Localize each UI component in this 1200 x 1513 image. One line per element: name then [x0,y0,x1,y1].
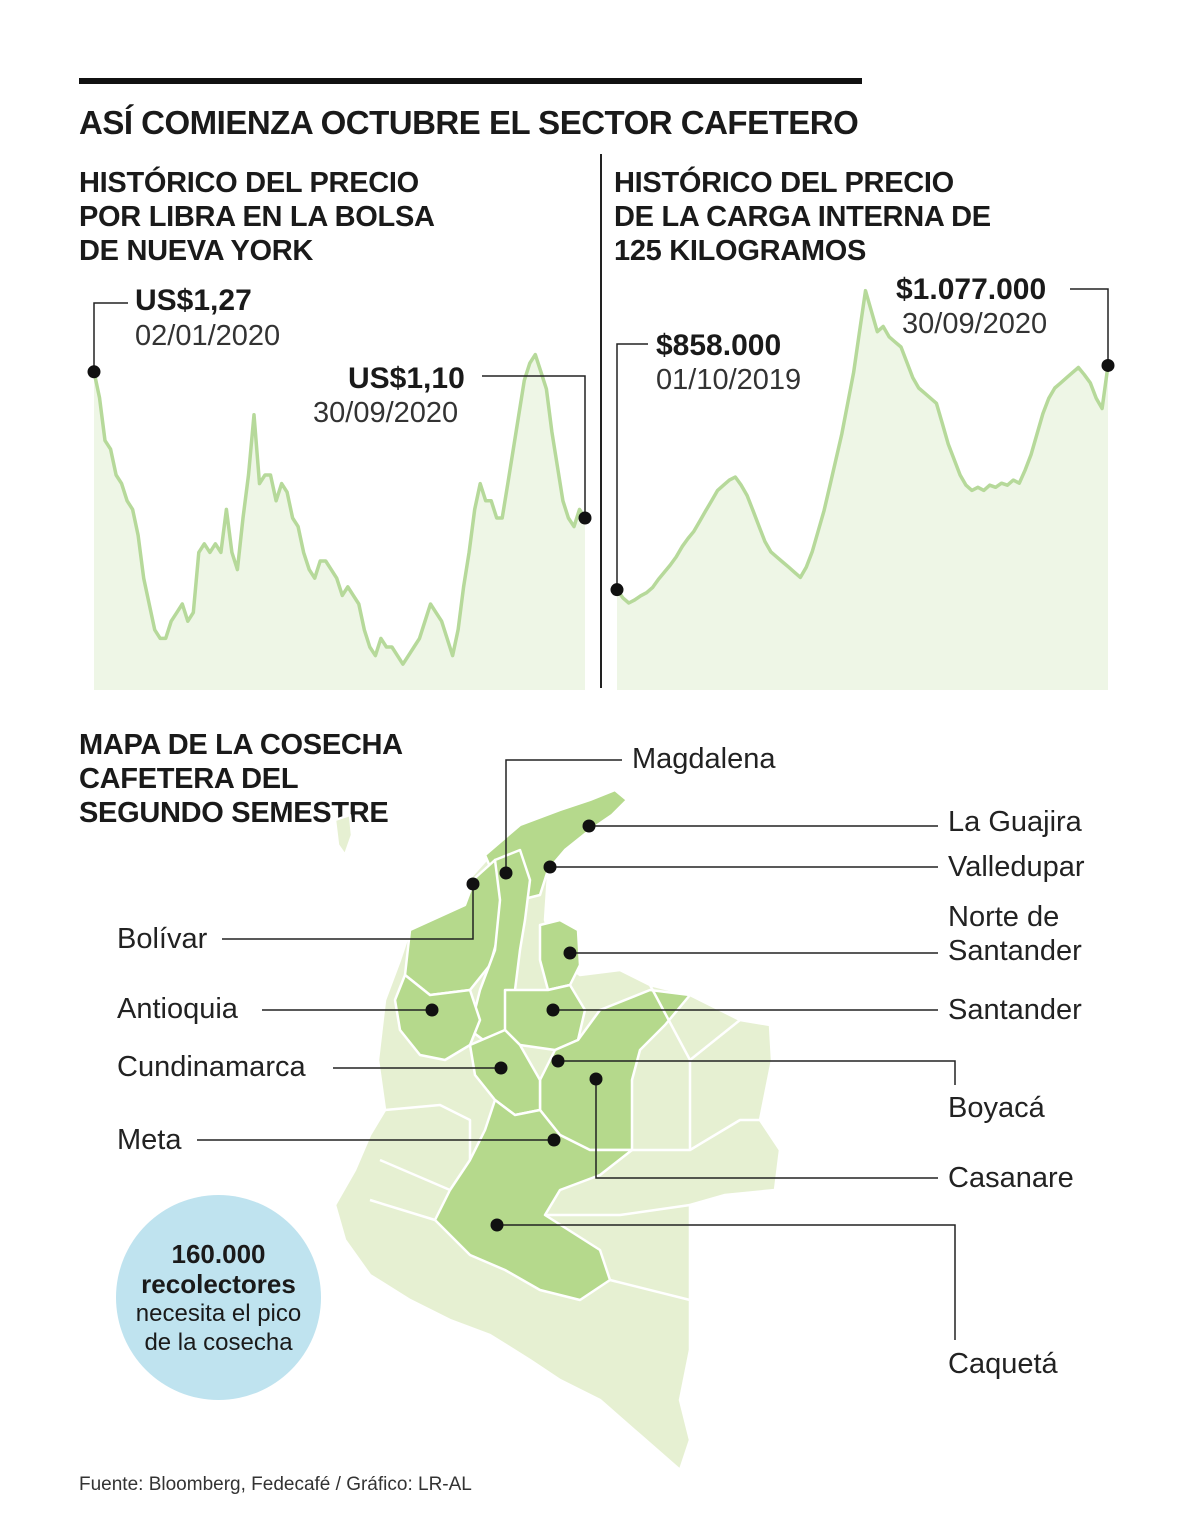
dot-magdalena [499,866,513,880]
map-title: MAPA DE LA COSECHA CAFETERA DEL SEGUNDO … [79,729,403,829]
chart1-end-point [578,511,592,525]
region-internal-boundary-6 [609,1278,691,1302]
region-internal-boundary-3 [545,1203,691,1217]
chart1-start-point [87,365,101,379]
region-internal-boundary-4 [369,1198,436,1222]
island [333,813,354,857]
chart1-end-leader [482,375,586,518]
chart1-series-line [92,352,587,666]
leader-casanare [595,1079,938,1179]
dot-antioquia [425,1003,439,1017]
region-internal-boundary-2 [632,1118,772,1152]
chart1-end-date: 30/09/2020 [313,397,459,429]
dot-caqueta [490,1218,504,1232]
chart2-end-point [1101,358,1115,372]
label-norte-de-santander: Norte de Santander [948,901,1082,967]
region-meta-caqueta [433,1098,634,1302]
price-charts [87,288,1115,690]
chart1-start-date: 02/01/2020 [135,320,281,352]
chart2-title: HISTÓRICO DEL PRECIO DE LA CARGA INTERNA… [614,167,991,267]
region-internal-boundary-5 [379,1158,451,1192]
label-la-guajira: La Guajira [948,806,1082,838]
chart2-start-point [610,583,624,597]
bubble-text: necesita el pico de la cosecha [135,1299,302,1356]
dot-meta [547,1133,561,1147]
chart1-title: HISTÓRICO DEL PRECIO POR LIBRA EN LA BOL… [79,167,435,267]
dot-norte-de-santander [563,946,577,960]
leader-caqueta [497,1224,956,1340]
label-santander: Santander [948,994,1082,1026]
dot-casanare [589,1072,603,1086]
chart1 [87,302,592,690]
chart1-start-label: US$1,27 [135,284,252,317]
label-bolivar: Bolívar [117,923,208,955]
region-norte-santander [538,918,582,992]
dot-valledupar [543,860,557,874]
dot-boyaca [551,1054,565,1068]
label-valledupar: Valledupar [948,851,1085,883]
chart2-start-date: 01/10/2019 [656,364,802,396]
label-antioquia: Antioquia [117,993,238,1025]
bubble-bold-text: recolectores [141,1268,296,1299]
collectors-bubble: 160.000 recolectores necesita el pico de… [116,1195,321,1400]
leader-magdalena [505,759,622,873]
main-title: ASÍ COMIENZA OCTUBRE EL SECTOR CAFETERO [79,104,859,141]
label-meta: Meta [117,1124,182,1156]
map-regions [333,788,782,1472]
chart2-area-fill [617,290,1108,690]
colombia-map [197,759,956,1472]
chart2-end-date: 30/09/2020 [902,308,1048,340]
label-caqueta: Caquetá [948,1348,1058,1380]
label-cundinamarca: Cundinamarca [117,1051,306,1083]
label-magdalena: Magdalena [632,743,776,775]
chart2-series-line [615,288,1110,605]
column-divider [600,154,602,688]
leader-boyaca [558,1060,956,1085]
bubble-number: 160.000 [171,1238,266,1269]
region-antioquia [393,973,482,1062]
dot-la-guajira [582,819,596,833]
label-casanare: Casanare [948,1162,1074,1194]
chart1-end-label: US$1,10 [348,362,465,395]
chart2-end-leader [1070,288,1109,366]
dot-cundinamarca [494,1061,508,1075]
chart2-end-label: $1.077.000 [896,273,1047,306]
leader-bolivar [222,884,474,940]
top-rule [79,78,862,84]
map-dots [425,819,603,1232]
label-boyaca: Boyacá [948,1092,1045,1124]
chart2 [610,288,1115,690]
chart2-start-leader [616,343,648,590]
source-credit: Fuente: Bloomberg, Fedecafé / Gráfico: L… [79,1474,472,1495]
chart2-start-label: $858.000 [656,329,782,362]
map-leaders [197,759,956,1340]
dot-santander [546,1003,560,1017]
chart1-start-leader [93,302,128,372]
dot-bolivar [466,877,480,891]
